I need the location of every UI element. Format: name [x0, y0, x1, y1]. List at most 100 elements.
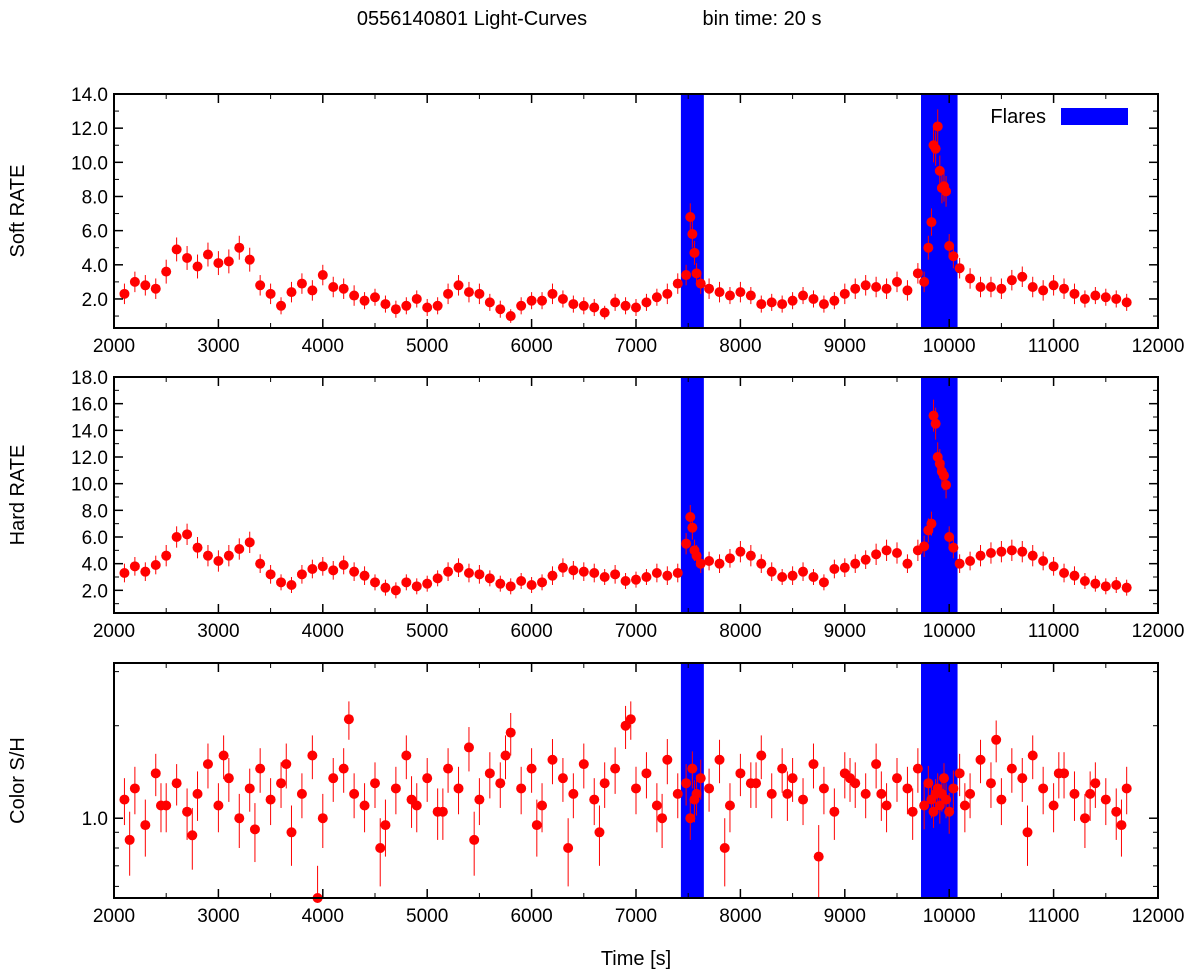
- data-point: [938, 470, 949, 481]
- data-point: [1069, 570, 1080, 581]
- data-point: [719, 842, 730, 853]
- data-point: [286, 827, 297, 838]
- data-point: [244, 537, 255, 548]
- data-point: [453, 280, 464, 291]
- x-tick-label: 11000: [1028, 336, 1079, 357]
- data-point: [919, 276, 930, 287]
- data-point: [140, 280, 151, 291]
- data-point: [401, 577, 412, 588]
- data-point: [923, 778, 934, 789]
- data-point: [213, 258, 224, 269]
- data-point: [359, 295, 370, 306]
- data-point: [930, 418, 941, 429]
- data-point: [892, 276, 902, 287]
- data-point: [1048, 280, 1059, 291]
- data-point: [537, 295, 548, 306]
- data-point: [714, 558, 725, 569]
- color-panel: 2000 3000 4000 5000 6000 7000 8000 9000 10000 110…: [7, 662, 1184, 927]
- data-point: [954, 263, 965, 274]
- data-point: [1085, 788, 1096, 799]
- data-point: [724, 800, 735, 811]
- data-point: [681, 778, 692, 789]
- data-point: [907, 806, 918, 817]
- data-point: [150, 283, 161, 294]
- x-tick-label: 10000: [923, 906, 976, 927]
- data-point: [192, 261, 203, 272]
- data-point: [735, 287, 746, 298]
- data-point: [171, 244, 182, 255]
- x-tick-label: 9000: [824, 906, 866, 927]
- hard-panel: 2000 3000 4000 5000 6000 7000 8000 9000 10000 110…: [7, 368, 1184, 642]
- data-point: [453, 783, 464, 794]
- y-tick-label: 8.0: [82, 501, 108, 522]
- data-point: [484, 768, 495, 779]
- bin-time-label: bin time: 20 s: [703, 8, 822, 30]
- data-point: [695, 558, 706, 569]
- data-point: [691, 268, 702, 279]
- data-point: [941, 480, 952, 490]
- x-tick-label: 7000: [615, 336, 657, 357]
- data-point: [286, 580, 297, 590]
- data-point: [1006, 763, 1017, 774]
- data-point: [589, 568, 600, 578]
- data-point: [1006, 275, 1017, 286]
- data-point: [965, 788, 976, 799]
- data-point: [265, 569, 276, 580]
- data-point: [338, 283, 349, 294]
- x-tick-label: 7000: [615, 621, 657, 642]
- data-point: [1090, 778, 1101, 789]
- data-point: [223, 256, 234, 267]
- data-point: [777, 572, 788, 582]
- data-point: [182, 806, 193, 817]
- data-point: [745, 290, 756, 301]
- x-tick-label: 2000: [93, 621, 135, 642]
- data-point: [689, 247, 700, 258]
- data-point: [213, 556, 224, 566]
- y-tick-label: 12.0: [71, 448, 108, 469]
- y-tick-label: 6.0: [82, 222, 108, 243]
- data-point: [850, 558, 861, 569]
- data-point: [578, 566, 589, 577]
- data-point: [787, 570, 798, 581]
- data-point: [818, 577, 829, 588]
- data-point: [1017, 271, 1028, 282]
- data-point: [808, 293, 819, 304]
- data-point: [255, 763, 266, 774]
- data-point: [307, 564, 318, 574]
- data-point: [401, 300, 412, 311]
- data-point: [985, 548, 996, 558]
- data-point: [641, 768, 652, 779]
- x-tick-label: 12000: [1132, 336, 1185, 357]
- data-point: [589, 794, 600, 805]
- data-point: [860, 788, 871, 799]
- x-tick-label: 4000: [302, 906, 344, 927]
- x-tick-label: 4000: [302, 336, 344, 357]
- data-point: [1121, 783, 1132, 794]
- data-point: [406, 794, 417, 805]
- data-point: [265, 288, 276, 299]
- data-point: [422, 773, 433, 784]
- data-point: [1048, 561, 1059, 572]
- x-tick-label: 3000: [197, 906, 239, 927]
- data-point: [286, 287, 297, 298]
- data-point: [934, 165, 945, 176]
- data-point: [1069, 788, 1080, 799]
- data-point: [443, 566, 454, 577]
- data-point: [1017, 773, 1028, 784]
- x-tick-label: 8000: [719, 336, 761, 357]
- data-point: [281, 759, 292, 770]
- data-point: [695, 278, 706, 289]
- data-point: [307, 285, 318, 296]
- data-point: [724, 553, 735, 564]
- data-point: [625, 714, 636, 725]
- data-point: [766, 788, 777, 799]
- data-point: [124, 834, 135, 845]
- data-point: [557, 773, 568, 784]
- data-point: [1053, 768, 1064, 779]
- data-point: [463, 287, 474, 298]
- x-tick-label: 9000: [824, 336, 866, 357]
- data-point: [161, 550, 172, 561]
- flare-band: [921, 377, 958, 613]
- data-point: [557, 562, 568, 573]
- data-point: [818, 299, 829, 310]
